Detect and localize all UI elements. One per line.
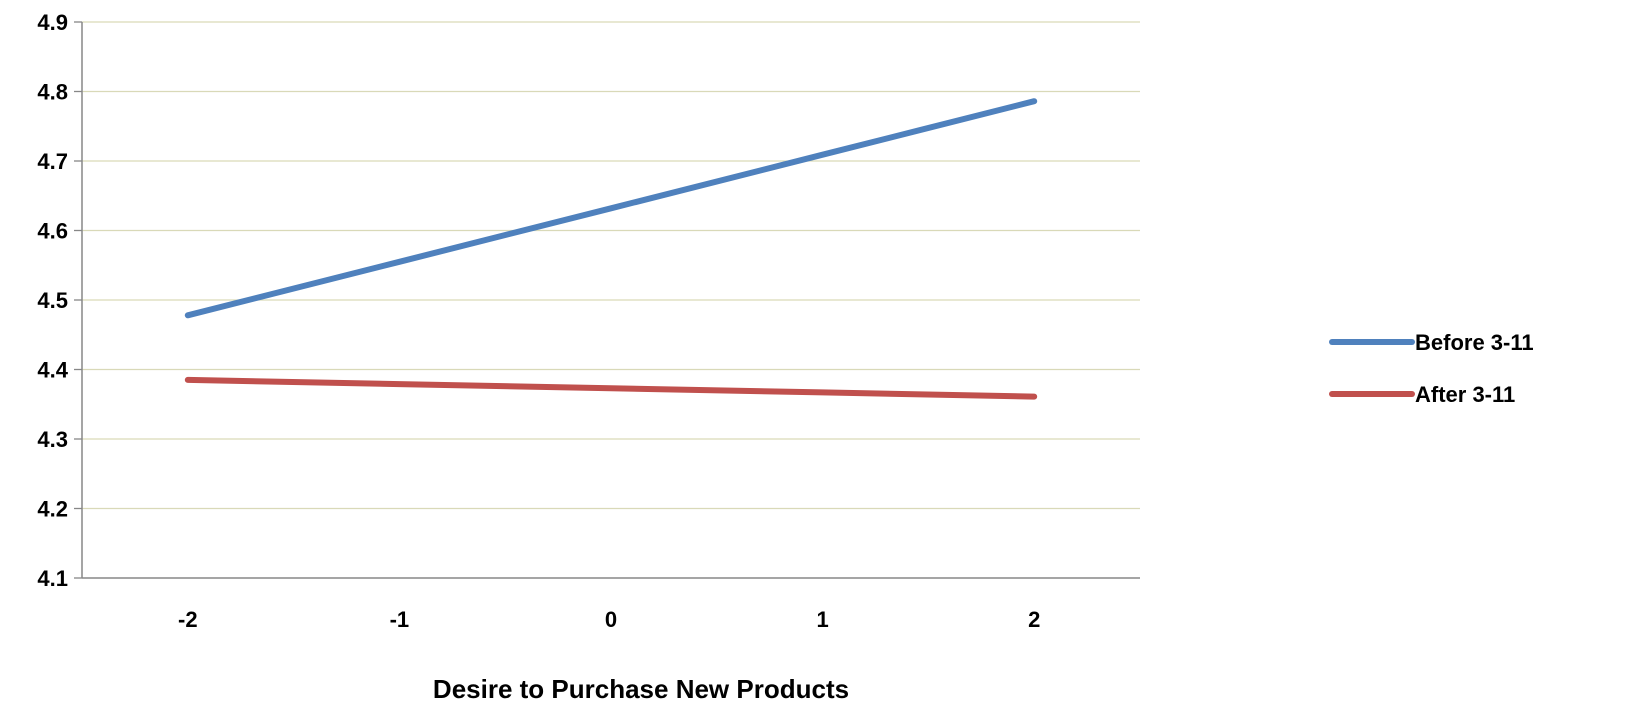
y-tick-label: 4.9: [37, 10, 68, 35]
y-tick-label: 4.7: [37, 149, 68, 174]
y-tick-label: 4.6: [37, 219, 68, 244]
legend: Before 3-11 After 3-11: [1329, 330, 1534, 407]
y-tick-label: 4.2: [37, 497, 68, 522]
legend-label: Before 3-11: [1415, 330, 1534, 355]
gridlines: [82, 21, 1140, 510]
x-tick-label: -2: [178, 607, 198, 632]
y-tick-label: 4.4: [37, 358, 68, 383]
x-axis-title: Desire to Purchase New Products: [433, 674, 849, 704]
y-tick-label: 4.8: [37, 80, 68, 105]
x-tick-label: 2: [1028, 607, 1040, 632]
x-tick-label: 0: [605, 607, 617, 632]
y-tick-label: 4.1: [37, 566, 68, 591]
x-tick-labels: -2 -1 0 1 2: [178, 607, 1040, 632]
x-tick-label: -1: [390, 607, 410, 632]
y-tick-label: 4.3: [37, 427, 68, 452]
series-lines: [184, 98, 1038, 400]
x-tick-label: 1: [816, 607, 828, 632]
y-tick-label: 4.5: [37, 288, 68, 313]
series-line-before: [184, 98, 1038, 319]
y-tick-labels: 4.1 4.2 4.3 4.4 4.5 4.6 4.7 4.8 4.9: [37, 10, 68, 591]
series-line-after: [184, 376, 1038, 400]
legend-label: After 3-11: [1415, 382, 1515, 407]
axes: [74, 21, 1140, 579]
